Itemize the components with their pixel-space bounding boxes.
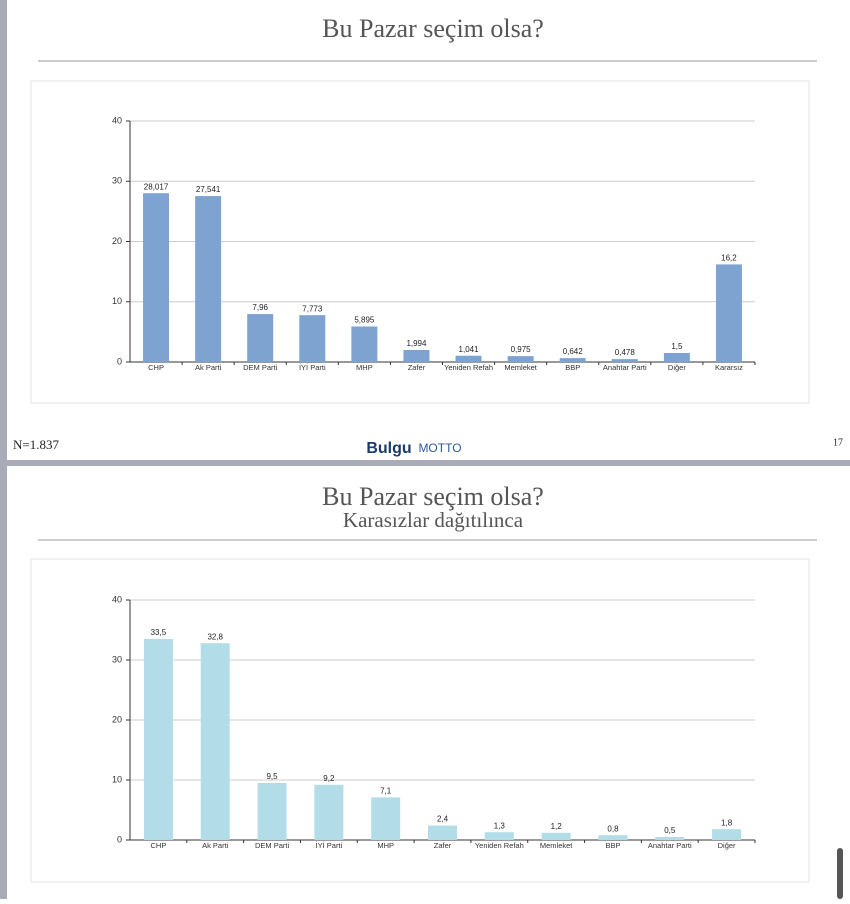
x-tick-label: Yeniden Refah xyxy=(475,841,524,850)
bar xyxy=(371,797,401,840)
y-tick-label: 10 xyxy=(112,774,122,784)
bar xyxy=(314,784,344,840)
value-label: 27,541 xyxy=(196,185,221,194)
sample-size: N=1.837 xyxy=(13,437,59,452)
logo: Bulgu xyxy=(366,440,411,457)
bar xyxy=(715,264,742,362)
bar xyxy=(559,358,586,362)
y-tick-label: 30 xyxy=(112,654,122,664)
slide-separator xyxy=(0,460,850,466)
y-tick-label: 20 xyxy=(112,714,122,724)
value-label: 0,975 xyxy=(511,345,532,354)
left-edge xyxy=(0,0,7,899)
y-tick-label: 10 xyxy=(112,296,122,306)
x-tick-label: Diğer xyxy=(718,841,736,850)
bar xyxy=(712,829,742,840)
chart-title: Bu Pazar seçim olsa? xyxy=(322,14,544,43)
bar xyxy=(541,832,571,840)
bar xyxy=(351,326,378,362)
value-label: 7,1 xyxy=(380,787,392,796)
x-tick-label: MHP xyxy=(356,363,373,372)
x-tick-label: DEM Parti xyxy=(255,841,290,850)
bar xyxy=(598,835,628,840)
x-tick-label: DEM Parti xyxy=(243,363,278,372)
x-tick-label: Yeniden Refah xyxy=(444,363,493,372)
chart-title: Bu Pazar seçim olsa? xyxy=(322,482,544,511)
value-label: 32,8 xyxy=(207,632,223,641)
x-tick-label: İYİ Parti xyxy=(299,363,326,372)
bar xyxy=(428,825,457,840)
value-label: 1,5 xyxy=(671,342,683,351)
bar xyxy=(200,643,230,840)
x-tick-label: Anahtar Parti xyxy=(648,841,692,850)
value-label: 28,017 xyxy=(144,182,169,191)
value-label: 1,994 xyxy=(406,339,427,348)
y-tick-label: 20 xyxy=(112,236,122,246)
chart-subtitle: Karasızlar dağıtılınca xyxy=(343,508,524,532)
scrollbar xyxy=(837,848,843,899)
y-tick-label: 0 xyxy=(117,356,122,366)
bar xyxy=(143,639,173,840)
value-label: 1,8 xyxy=(721,818,733,827)
value-label: 0,8 xyxy=(607,824,619,833)
x-tick-label: İYİ Parti xyxy=(316,841,343,850)
page-number: 17 xyxy=(833,437,843,448)
value-label: 1,2 xyxy=(551,822,563,831)
x-tick-label: Ak Parti xyxy=(202,841,229,850)
x-tick-label: Kararsız xyxy=(715,363,743,372)
value-label: 16,2 xyxy=(721,254,737,263)
bar xyxy=(484,832,514,840)
bar xyxy=(299,315,326,362)
x-tick-label: Memleket xyxy=(504,363,537,372)
y-tick-label: 30 xyxy=(112,176,122,186)
value-label: 0,478 xyxy=(615,348,636,357)
bar xyxy=(403,349,430,362)
value-label: 5,895 xyxy=(354,316,375,325)
value-label: 7,773 xyxy=(302,304,323,313)
value-label: 0,5 xyxy=(664,826,676,835)
bar xyxy=(247,314,274,362)
logo: MOTTO xyxy=(418,441,461,455)
x-tick-label: Zafer xyxy=(434,841,452,850)
chart-frame xyxy=(30,80,810,404)
bar xyxy=(455,355,482,362)
x-tick-label: Memleket xyxy=(540,841,573,850)
x-tick-label: Ak Parti xyxy=(195,363,222,372)
value-label: 2,4 xyxy=(437,815,449,824)
bar xyxy=(655,837,685,840)
value-label: 9,2 xyxy=(323,774,335,783)
y-tick-label: 0 xyxy=(117,834,122,844)
value-label: 33,5 xyxy=(151,628,167,637)
bar xyxy=(143,193,170,362)
x-tick-label: Diğer xyxy=(668,363,686,372)
x-tick-label: Anahtar Parti xyxy=(603,363,647,372)
bar xyxy=(195,196,222,362)
y-tick-label: 40 xyxy=(112,594,122,604)
value-label: 9,5 xyxy=(266,772,278,781)
x-tick-label: BBP xyxy=(605,841,620,850)
bar xyxy=(257,783,287,840)
y-tick-label: 40 xyxy=(112,115,122,125)
x-tick-label: BBP xyxy=(565,363,580,372)
value-label: 1,041 xyxy=(459,345,480,354)
bar xyxy=(507,356,534,362)
x-tick-label: MHP xyxy=(377,841,394,850)
value-label: 1,3 xyxy=(494,821,506,830)
x-tick-label: CHP xyxy=(148,363,164,372)
x-tick-label: CHP xyxy=(150,841,166,850)
bar xyxy=(663,352,690,362)
chart-frame xyxy=(30,558,810,883)
value-label: 7,96 xyxy=(252,303,268,312)
x-tick-label: Zafer xyxy=(408,363,426,372)
value-label: 0,642 xyxy=(563,347,584,356)
bar xyxy=(611,359,638,362)
